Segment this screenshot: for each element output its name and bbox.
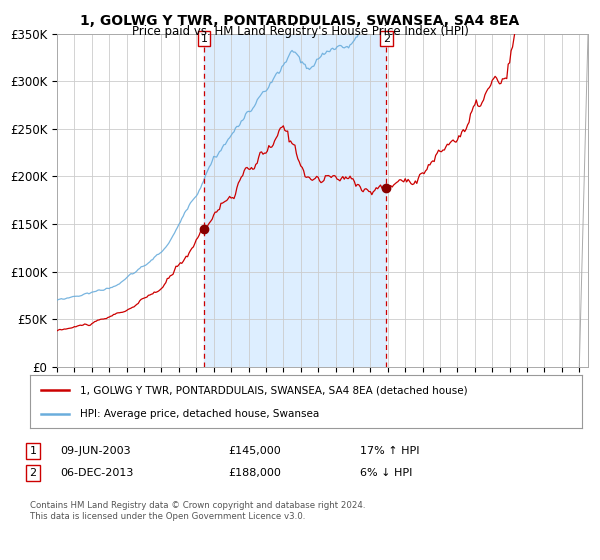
Text: 2: 2 [29, 468, 37, 478]
Text: 1: 1 [29, 446, 37, 456]
Text: 2: 2 [383, 34, 390, 44]
Text: Contains HM Land Registry data © Crown copyright and database right 2024.
This d: Contains HM Land Registry data © Crown c… [30, 501, 365, 521]
Text: HPI: Average price, detached house, Swansea: HPI: Average price, detached house, Swan… [80, 408, 319, 418]
Bar [204, 34, 386, 367]
Text: 17% ↑ HPI: 17% ↑ HPI [360, 446, 419, 456]
Text: 09-JUN-2003: 09-JUN-2003 [60, 446, 131, 456]
Text: 6% ↓ HPI: 6% ↓ HPI [360, 468, 412, 478]
Text: 06-DEC-2013: 06-DEC-2013 [60, 468, 133, 478]
Text: 1, GOLWG Y TWR, PONTARDDULAIS, SWANSEA, SA4 8EA: 1, GOLWG Y TWR, PONTARDDULAIS, SWANSEA, … [80, 14, 520, 28]
Text: £188,000: £188,000 [228, 468, 281, 478]
Text: Price paid vs. HM Land Registry's House Price Index (HPI): Price paid vs. HM Land Registry's House … [131, 25, 469, 38]
Text: 1, GOLWG Y TWR, PONTARDDULAIS, SWANSEA, SA4 8EA (detached house): 1, GOLWG Y TWR, PONTARDDULAIS, SWANSEA, … [80, 385, 467, 395]
Text: £145,000: £145,000 [228, 446, 281, 456]
Text: 1: 1 [200, 34, 208, 44]
